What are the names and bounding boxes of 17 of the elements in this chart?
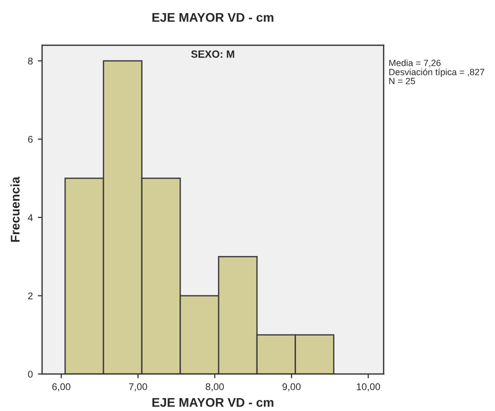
y-tick-label: 2 <box>28 292 33 300</box>
y-tick-label: 8 <box>28 58 33 64</box>
text: Media = 7,26 <box>389 59 441 68</box>
y-tick-label: 4 <box>28 214 33 221</box>
y-tick-label: 0 <box>28 370 33 378</box>
y-tick-label: 6 <box>28 136 33 143</box>
text: N = 25 <box>389 78 416 84</box>
x-tick-label: 8,00 <box>206 383 224 392</box>
x-tick-label: 10,00 <box>356 383 380 392</box>
text: Desviación típica = ,827 <box>389 68 484 78</box>
y-axis-title: Frecuencia <box>10 176 20 242</box>
x-tick-label: 7,00 <box>129 383 148 392</box>
chart-subtitle: SEXO: M <box>191 50 234 58</box>
x-tick-label: 6,00 <box>52 383 70 392</box>
chart-title: EJE MAYOR VD - cm <box>152 13 274 22</box>
x-tick-label: 9,00 <box>282 383 301 392</box>
x-axis-title: EJE MAYOR VD - cm <box>152 398 274 407</box>
